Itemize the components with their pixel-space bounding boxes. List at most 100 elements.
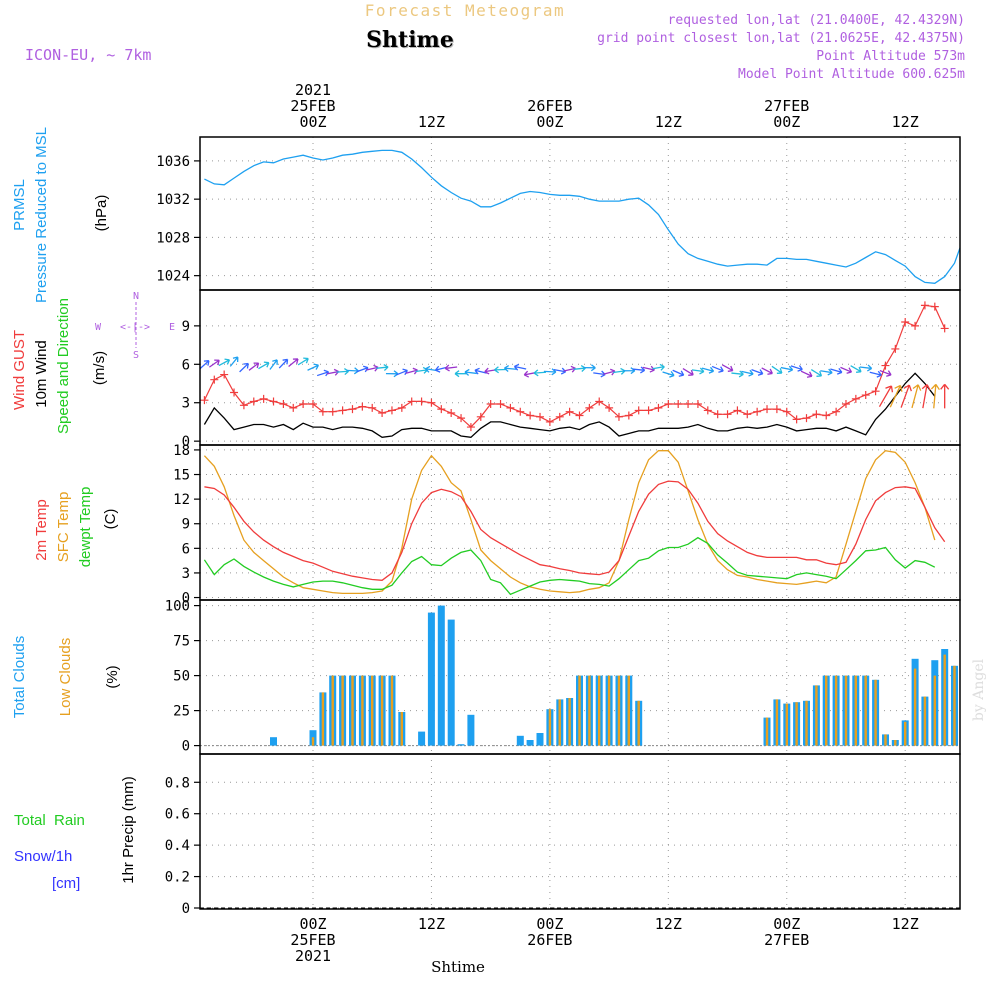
- direction-arrow: [751, 369, 764, 376]
- direction-arrow: [652, 363, 665, 371]
- gust-marker: [901, 318, 910, 327]
- gust-marker: [644, 406, 653, 415]
- clouds-panel: 0 25 50 75 100 Total Clouds Low Clouds (%) b…: [11, 599, 987, 755]
- direction-arrow: [662, 371, 675, 378]
- time-label-bottom: 00Z: [773, 915, 800, 933]
- compass-s: S: [133, 350, 139, 361]
- temp-units: (C): [102, 509, 119, 530]
- direction-arrow: [513, 363, 527, 371]
- pressure-label-prmsl: PRMSL: [11, 179, 28, 231]
- gust-marker: [713, 410, 722, 419]
- y-tick-label: 3: [182, 396, 190, 412]
- gust-marker: [299, 400, 308, 409]
- low-cloud-bar: [854, 675, 857, 746]
- gust-marker: [259, 394, 268, 403]
- precip-panel: 0 0.2 0.4 0.6 0.8 Total Rain Snow/1h [cm] 1h…: [14, 753, 961, 917]
- direction-arrow: [840, 366, 853, 374]
- gust-marker: [703, 406, 712, 415]
- total-cloud-bar: [270, 737, 277, 746]
- direction-arrow: [900, 384, 912, 408]
- time-label-bottom: 12Z: [418, 915, 445, 933]
- gust-marker: [545, 417, 554, 426]
- gust-marker: [457, 414, 466, 423]
- low-cloud-bar: [844, 675, 848, 746]
- precip-grid: [200, 754, 960, 909]
- wind-panel: 0 3 6 9 Wind GUST 10m Wind Speed and Direct…: [11, 289, 961, 450]
- low-cloud-bar: [588, 675, 591, 746]
- gust-marker: [387, 406, 396, 415]
- low-cloud-bar: [933, 675, 936, 746]
- low-cloud-bar: [627, 675, 630, 746]
- gust-marker: [378, 408, 387, 417]
- gust-marker: [733, 406, 742, 415]
- low-cloud-bar: [637, 700, 640, 746]
- gust-marker: [753, 407, 762, 416]
- gust-marker: [802, 414, 811, 423]
- gust-marker: [881, 361, 890, 370]
- gust-marker: [476, 412, 485, 421]
- direction-arrow: [930, 383, 940, 409]
- direction-arrow: [869, 370, 882, 378]
- clouds-label-low: Low Clouds: [57, 638, 74, 716]
- y-tick-label: 15: [173, 468, 190, 484]
- clouds-y-ticks: 0 25 50 75 100: [165, 599, 200, 755]
- direction-arrow: [464, 368, 477, 376]
- low-cloud-bar: [834, 675, 838, 746]
- total-cloud-bar: [427, 612, 435, 746]
- direction-arrow: [583, 364, 596, 372]
- gust-marker: [851, 394, 860, 403]
- pressure-units: (hPa): [93, 195, 110, 232]
- direction-arrow: [632, 366, 646, 374]
- low-cloud-bar: [943, 654, 946, 746]
- forecast-title: Forecast Meteogram: [365, 1, 565, 20]
- compass-rose: N W <-|-> E S: [95, 291, 175, 361]
- direction-arrow: [830, 367, 843, 375]
- gust-marker: [437, 405, 446, 414]
- wind-direction-arrows: [199, 356, 950, 409]
- direction-arrow: [820, 368, 833, 376]
- requested-coords: requested lon,lat (21.0400E, 42.4329N): [668, 13, 965, 28]
- gust-marker: [782, 407, 791, 416]
- wind-label-dir: Speed and Direction: [55, 298, 72, 434]
- gust-marker: [536, 412, 545, 421]
- gust-marker: [585, 403, 594, 412]
- gust-marker: [496, 400, 505, 409]
- pressure-y-ticks: 1024 1028 1032 1036: [156, 154, 200, 285]
- low-cloud-bar: [341, 675, 344, 746]
- low-cloud-bar: [765, 717, 769, 746]
- gust-marker: [911, 321, 920, 330]
- gust-marker: [328, 407, 337, 416]
- direction-arrow: [336, 368, 350, 376]
- total-cloud-bar: [516, 735, 524, 746]
- direction-arrow: [199, 360, 210, 370]
- direction-arrow: [790, 365, 803, 372]
- gust-marker: [397, 403, 406, 412]
- low-cloud-bar: [361, 675, 364, 746]
- precip-label-cm: [cm]: [52, 875, 80, 892]
- y-tick-label: 1032: [156, 192, 190, 208]
- gust-marker: [605, 403, 614, 412]
- wind-speed-line: [203, 372, 936, 438]
- gust-marker: [664, 400, 673, 409]
- direction-arrow: [711, 365, 724, 373]
- low-cloud-bar: [558, 699, 561, 746]
- y-tick-label: 3: [182, 566, 190, 582]
- direction-arrow: [229, 356, 239, 367]
- direction-arrow: [850, 365, 862, 373]
- wind-grid: [200, 290, 960, 445]
- direction-arrow: [780, 365, 794, 373]
- gust-marker: [309, 400, 317, 409]
- direction-arrow: [239, 362, 249, 373]
- precip-label-rain: Total Rain: [14, 812, 85, 829]
- total-cloud-bar: [418, 731, 426, 746]
- low-cloud-bar: [874, 679, 877, 746]
- direction-arrow: [672, 369, 685, 377]
- low-cloud-bar: [568, 698, 571, 746]
- low-cloud-bar: [825, 675, 828, 746]
- gust-marker: [743, 410, 752, 419]
- y-tick-label: 1028: [156, 230, 190, 246]
- point-altitude: Point Altitude 573m: [816, 49, 965, 64]
- gust-marker: [338, 406, 347, 415]
- low-cloud-bar: [795, 702, 798, 746]
